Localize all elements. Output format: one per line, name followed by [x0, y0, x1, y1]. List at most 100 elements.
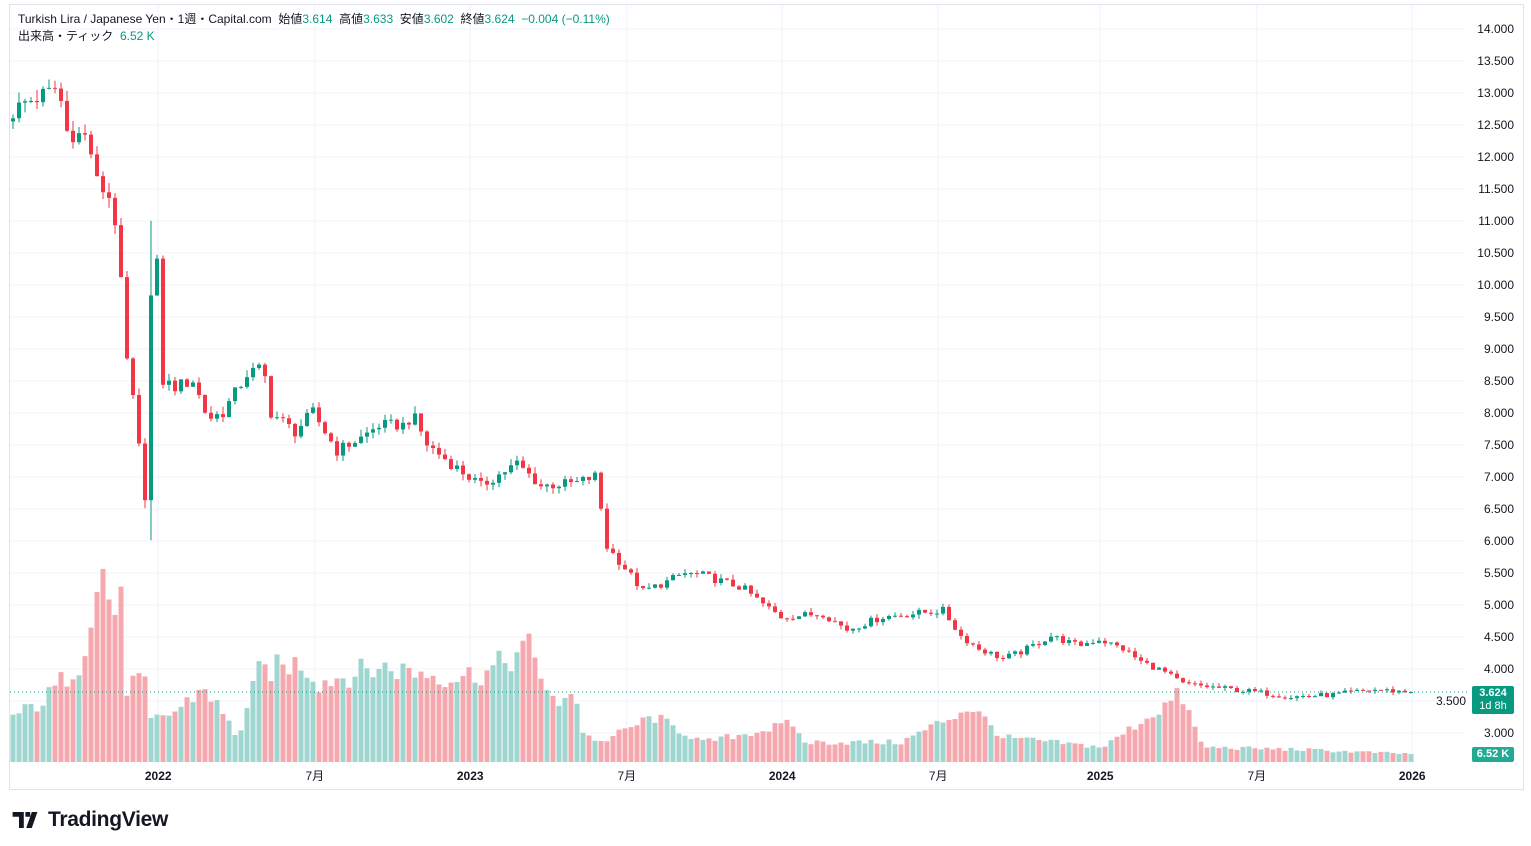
candle-body — [425, 431, 429, 446]
candle — [1277, 693, 1281, 698]
candle-body — [251, 367, 255, 378]
x-tick-label: 7月 — [1247, 769, 1266, 783]
volume-bar — [304, 677, 310, 762]
volume-bar — [910, 735, 916, 762]
x-tick-label: 2024 — [769, 769, 796, 783]
volume-bar — [106, 599, 112, 762]
y-tick-label: 9.000 — [1484, 342, 1514, 356]
candle-body — [989, 651, 993, 654]
symbol-title[interactable]: Turkish Lira / Japanese Yen・1週・Capital.c… — [18, 12, 272, 26]
candle-body — [317, 407, 321, 423]
candle-body — [779, 611, 783, 619]
volume-bar — [166, 715, 172, 762]
volume-bar — [64, 686, 70, 762]
candle — [1175, 670, 1179, 680]
candle — [815, 615, 819, 620]
candle — [59, 82, 63, 108]
candle — [143, 438, 147, 509]
candle-body — [401, 422, 405, 430]
candle-body — [35, 100, 39, 103]
volume-bar — [868, 739, 874, 762]
volume-bar — [1024, 737, 1030, 762]
volume-bar — [358, 658, 364, 762]
volume-bar — [1234, 749, 1240, 762]
candle — [179, 379, 183, 394]
candle — [767, 600, 771, 610]
candle-body — [1361, 689, 1365, 691]
candle-body — [1067, 640, 1071, 643]
volume-bar — [40, 705, 46, 762]
volume-bar — [1000, 738, 1006, 762]
tradingview-logo[interactable]: TradingView — [12, 808, 168, 832]
candle-body — [761, 597, 765, 604]
candle — [317, 402, 321, 427]
y-tick-label: 6.000 — [1484, 534, 1514, 548]
candle-body — [545, 484, 549, 487]
candle-body — [197, 382, 201, 395]
candle — [647, 583, 651, 590]
volume-bar — [772, 723, 778, 762]
candle — [995, 651, 999, 662]
volume-bar — [892, 744, 898, 762]
volume-bar — [742, 734, 748, 762]
volume-bar — [862, 743, 868, 762]
volume-bar — [1366, 751, 1372, 762]
candle-body — [1373, 689, 1377, 691]
candle-body — [773, 606, 777, 612]
candle-body — [95, 154, 99, 177]
candle-body — [605, 508, 609, 549]
volume-bar — [34, 711, 40, 762]
candle — [347, 441, 351, 452]
candle — [1085, 640, 1089, 647]
candle-body — [941, 606, 945, 614]
candle-body — [341, 442, 345, 456]
volume-bar — [1204, 747, 1210, 762]
candle — [1391, 686, 1395, 696]
candle — [1271, 694, 1275, 699]
candle-body — [653, 584, 657, 588]
volume-bar — [766, 731, 772, 762]
candle-body — [269, 376, 273, 418]
candle — [1067, 636, 1071, 646]
candle — [1319, 690, 1323, 697]
candle — [377, 423, 381, 435]
candle-body — [557, 486, 561, 489]
volume-bar — [1186, 710, 1192, 762]
candle — [125, 270, 129, 360]
volume-bar — [1342, 750, 1348, 762]
candle — [1121, 645, 1125, 653]
volume-bar — [76, 675, 82, 762]
volume-bar — [682, 735, 688, 762]
candle-body — [947, 606, 951, 621]
candle-body — [179, 379, 183, 392]
candle — [1043, 640, 1047, 646]
candle — [185, 378, 189, 388]
candle — [677, 572, 681, 577]
volume-bar — [1306, 748, 1312, 762]
candle-body — [1253, 689, 1257, 692]
volume-label[interactable]: 出来高・ティック — [18, 29, 114, 43]
candle — [149, 220, 153, 541]
candle — [761, 597, 765, 607]
volume-bar — [874, 743, 880, 762]
volume-bar — [274, 654, 280, 762]
candle — [779, 609, 783, 619]
volume-bar — [1270, 749, 1276, 762]
candle-body — [1085, 643, 1089, 646]
candle-body — [389, 419, 393, 421]
candle-body — [59, 88, 63, 101]
candle-body — [665, 580, 669, 588]
candle — [1355, 688, 1359, 692]
low-label: 安値 — [399, 12, 424, 26]
volume-bar — [1360, 751, 1366, 762]
volume-bar — [1066, 742, 1072, 762]
candle-body — [497, 474, 501, 483]
volume-bar — [1114, 736, 1120, 762]
candle — [947, 604, 951, 621]
candle-body — [995, 651, 999, 659]
candle-body — [1007, 653, 1011, 659]
candle-body — [377, 427, 381, 430]
volume-bar — [898, 744, 904, 762]
candle-body — [755, 593, 759, 598]
